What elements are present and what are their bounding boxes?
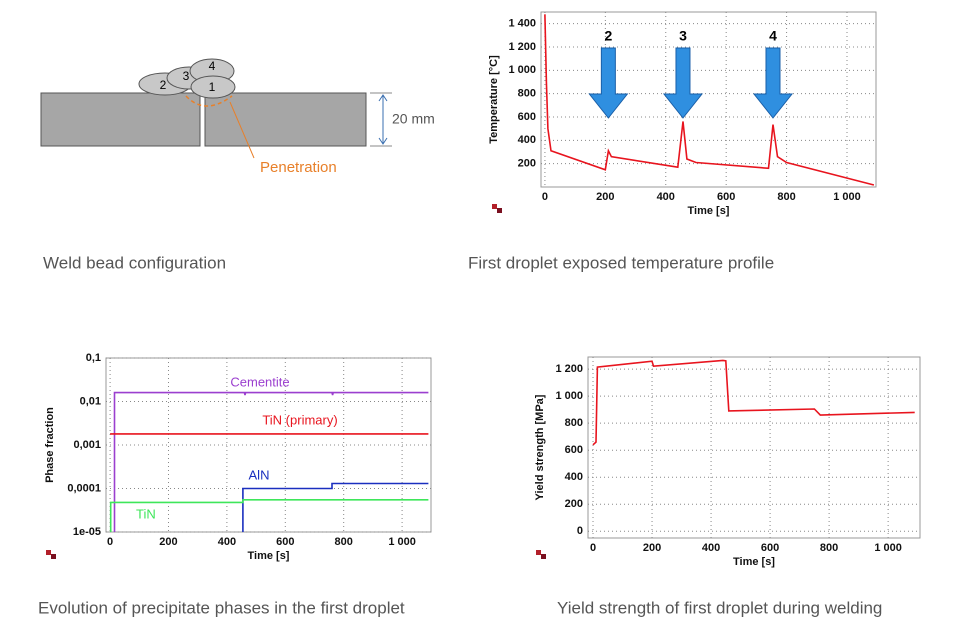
x-tick-label: 600 bbox=[761, 542, 779, 554]
annotation-arrow bbox=[588, 47, 629, 119]
y-tick-label: 0,001 bbox=[73, 439, 101, 451]
x-tick-label: 400 bbox=[702, 542, 720, 554]
plot-area bbox=[587, 356, 921, 539]
leader-line bbox=[229, 101, 255, 159]
annotation-label: 3 bbox=[679, 28, 687, 44]
y-tick-label: 0 bbox=[577, 525, 583, 537]
line bbox=[113, 391, 429, 532]
y-tick-label: 200 bbox=[565, 498, 583, 510]
y-tick-label: 400 bbox=[518, 134, 536, 146]
dimension-arrow bbox=[378, 94, 388, 145]
x-axis-label: Time [s] bbox=[688, 205, 730, 217]
y-tick-label: 800 bbox=[565, 417, 583, 429]
y-tick-label: 0,0001 bbox=[67, 482, 101, 494]
y-tick-label: 1e-05 bbox=[73, 526, 101, 538]
annotation-label: 4 bbox=[769, 28, 777, 44]
thickness-label: 20 mm bbox=[392, 111, 435, 127]
y-tick-label: 1 400 bbox=[508, 18, 536, 30]
series-label: TiN bbox=[136, 506, 156, 521]
y-tick-label: 1 200 bbox=[508, 41, 536, 53]
line bbox=[544, 14, 875, 186]
series-label: Cementite bbox=[230, 374, 289, 389]
x-tick-label: 0 bbox=[542, 191, 548, 203]
annotation-label: 2 bbox=[604, 28, 612, 44]
y-tick-label: 0,1 bbox=[86, 352, 101, 364]
arrow bbox=[588, 47, 629, 119]
x-tick-label: 1 000 bbox=[833, 191, 861, 203]
x-tick-label: 400 bbox=[218, 536, 236, 548]
bead-label: 1 bbox=[209, 80, 216, 94]
x-tick-label: 200 bbox=[596, 191, 614, 203]
weld-diagram: 2 3 4 1 Penetration 20 mm bbox=[40, 58, 435, 176]
x-tick-label: 0 bbox=[590, 542, 596, 554]
annotation-arrow bbox=[662, 47, 704, 119]
series-label: TiN (primary) bbox=[262, 412, 337, 427]
y-tick-label: 400 bbox=[565, 471, 583, 483]
y-axis-label: Yield strength [MPa] bbox=[534, 394, 546, 500]
caption: Yield strength of first droplet during w… bbox=[557, 598, 882, 617]
arrow bbox=[752, 47, 794, 119]
bead-label: 4 bbox=[209, 59, 216, 73]
y-tick-label: 1 200 bbox=[555, 363, 583, 375]
x-tick-label: 0 bbox=[107, 536, 113, 548]
y-axis-label: Temperature [°C] bbox=[488, 55, 500, 144]
logo bbox=[46, 204, 546, 559]
arrow bbox=[662, 47, 704, 119]
x-tick-label: 200 bbox=[643, 542, 661, 554]
line bbox=[109, 499, 429, 532]
plate bbox=[40, 92, 201, 147]
x-tick-label: 800 bbox=[777, 191, 795, 203]
caption: Evolution of precipitate phases in the f… bbox=[38, 598, 405, 617]
x-tick-label: 200 bbox=[159, 536, 177, 548]
line bbox=[592, 359, 915, 446]
y-tick-label: 1 000 bbox=[555, 390, 583, 402]
penetration-outline bbox=[185, 95, 233, 107]
x-tick-label: 800 bbox=[820, 542, 838, 554]
caption: Weld bead configuration bbox=[43, 253, 226, 272]
caption: First droplet exposed temperature profil… bbox=[468, 253, 774, 272]
x-tick-label: 400 bbox=[657, 191, 675, 203]
series-label: AlN bbox=[249, 467, 270, 482]
y-tick-label: 800 bbox=[518, 88, 536, 100]
x-axis-label: Time [s] bbox=[248, 550, 290, 562]
x-tick-label: 600 bbox=[717, 191, 735, 203]
annotation-arrow bbox=[752, 47, 794, 119]
y-tick-label: 1 000 bbox=[508, 64, 536, 76]
x-tick-label: 600 bbox=[276, 536, 294, 548]
x-tick-label: 1 000 bbox=[874, 542, 902, 554]
x-tick-label: 800 bbox=[335, 536, 353, 548]
y-tick-label: 0,01 bbox=[80, 395, 101, 407]
x-axis-label: Time [s] bbox=[733, 556, 775, 568]
y-axis-label: Phase fraction bbox=[44, 407, 56, 483]
plate bbox=[204, 92, 367, 147]
bead-label: 2 bbox=[160, 78, 167, 92]
y-tick-label: 600 bbox=[565, 444, 583, 456]
x-tick-label: 1 000 bbox=[388, 536, 416, 548]
y-tick-label: 200 bbox=[518, 158, 536, 170]
bead bbox=[190, 75, 236, 99]
y-tick-label: 600 bbox=[518, 111, 536, 123]
bead-label: 3 bbox=[183, 69, 190, 83]
penetration-label: Penetration bbox=[260, 159, 337, 176]
plot-area bbox=[540, 11, 877, 188]
